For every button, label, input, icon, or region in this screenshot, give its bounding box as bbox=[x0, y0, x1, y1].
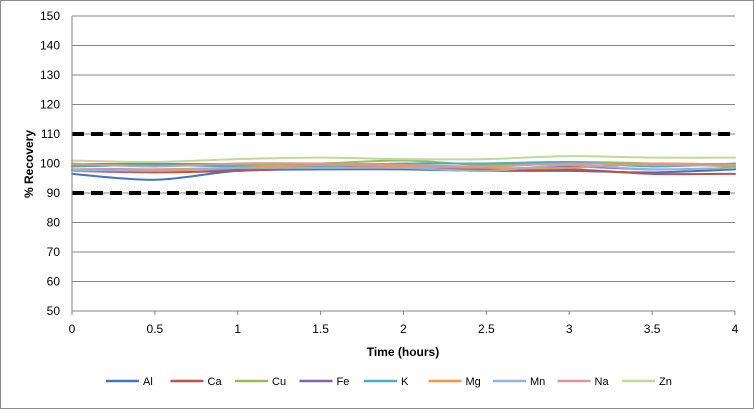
y-tick-label: 140 bbox=[40, 39, 60, 53]
x-axis-title: Time (hours) bbox=[367, 345, 439, 359]
y-tick-labels: 50 60 70 80 90 100 110 120 130 140 150 bbox=[40, 9, 60, 318]
y-tick-label: 150 bbox=[40, 9, 60, 23]
gridlines bbox=[72, 15, 735, 282]
x-tick-label: 1.5 bbox=[312, 322, 329, 336]
series-lines bbox=[71, 155, 736, 181]
y-tick-label: 70 bbox=[47, 245, 61, 259]
x-tick-label: 3.5 bbox=[644, 322, 661, 336]
legend-label-ca: Ca bbox=[208, 376, 223, 388]
y-tick-label: 110 bbox=[41, 127, 60, 141]
x-tick-label: 4 bbox=[732, 322, 739, 336]
x-tick-label: 3 bbox=[566, 322, 573, 336]
y-tick-label: 80 bbox=[47, 216, 61, 230]
series-line-na bbox=[71, 162, 736, 168]
x-tick-label: 2.5 bbox=[478, 322, 495, 336]
series-line-zn bbox=[71, 155, 736, 164]
legend-label-mg: Mg bbox=[466, 376, 481, 388]
x-tick-labels: 0 0.5 1 1.5 2 2.5 3 3.5 4 bbox=[69, 311, 739, 336]
y-tick-label: 60 bbox=[47, 275, 61, 289]
legend-label-na: Na bbox=[595, 376, 610, 388]
legend-label-al: Al bbox=[143, 376, 153, 388]
y-tick-label: 90 bbox=[47, 186, 61, 200]
reference-lines bbox=[72, 132, 735, 195]
legend-label-fe: Fe bbox=[337, 376, 350, 388]
legend-label-k: K bbox=[401, 376, 409, 388]
y-tick-label: 130 bbox=[40, 68, 60, 82]
legend-label-mn: Mn bbox=[530, 376, 545, 388]
series-line-mn bbox=[71, 163, 736, 172]
y-tick-label: 120 bbox=[40, 98, 60, 112]
y-tick-label: 50 bbox=[47, 304, 61, 318]
x-tick-label: 2 bbox=[400, 322, 407, 336]
legend: Al Ca Cu Fe K Mg Mn Na Zn bbox=[106, 376, 672, 388]
y-axis-title: % Recovery bbox=[22, 130, 36, 198]
x-tick-label: 1 bbox=[234, 322, 241, 336]
x-tick-label: 0 bbox=[69, 322, 76, 336]
legend-label-zn: Zn bbox=[659, 376, 672, 388]
y-tick-label: 100 bbox=[40, 157, 60, 171]
legend-label-cu: Cu bbox=[272, 376, 286, 388]
x-tick-label: 0.5 bbox=[147, 322, 164, 336]
